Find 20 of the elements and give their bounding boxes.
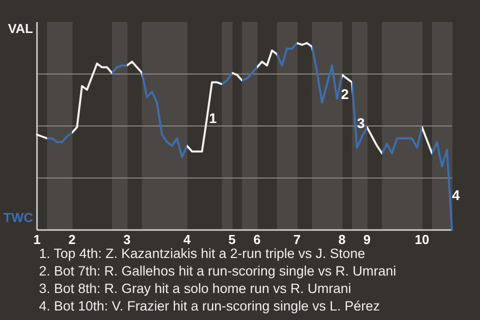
annotation: 2 [341,86,349,102]
text: VAL [8,21,34,36]
x-tick-label: 3 [123,232,131,247]
annotation: 4 [452,187,460,203]
x-tick-label: 5 [228,232,236,247]
x-tick-label: 2 [68,232,76,247]
x-tick-label: 4 [183,232,192,247]
text: 1. Top 4th: Z. Kazantziakis hit a 2-run triple vs J. Stone [39,246,366,261]
text: TWC [3,210,34,225]
text: 4. Bot 10th: V. Frazier hit a run-scoring single vs L. Pérez [39,298,380,314]
annotation: 1 [209,110,217,126]
x-tick-label: 1 [33,232,41,247]
x-tick-label: 9 [363,232,371,247]
x-tick-label: 6 [253,232,261,247]
text: 2. Bot 7th: R. Gallehos hit a run-scoring single vs R. Umrani [39,264,396,278]
x-tick-label: 10 [414,232,430,247]
x-tick-label: 7 [293,232,301,247]
x-tick-label: 8 [338,232,346,247]
annotation: 3 [357,115,365,131]
text: 3. Bot 8th: R. Gray hit a solo home run vs R. Umrani [39,281,352,296]
